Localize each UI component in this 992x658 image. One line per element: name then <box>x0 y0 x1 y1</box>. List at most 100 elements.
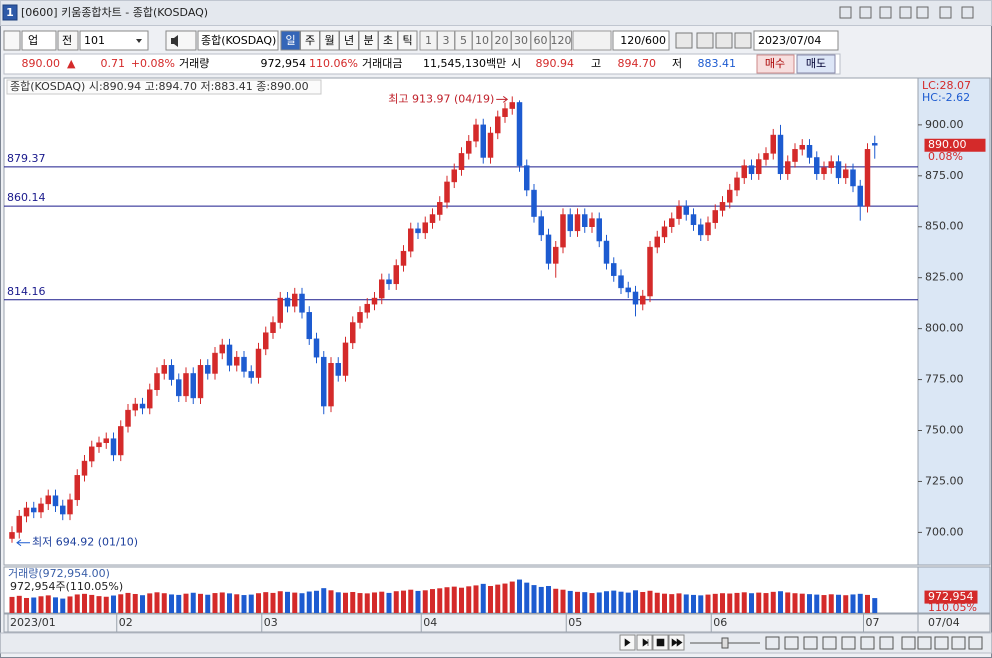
sound-button[interactable] <box>165 30 197 51</box>
candle-body <box>560 214 566 248</box>
candle-body <box>277 297 283 323</box>
volume-bar <box>74 594 80 613</box>
candle-body <box>147 389 153 409</box>
candle-body <box>574 214 581 232</box>
volume-bar <box>53 597 58 613</box>
interval-label: 120 <box>551 34 572 47</box>
period-button[interactable] <box>397 30 418 51</box>
sell-button[interactable] <box>796 54 836 74</box>
market-combo[interactable] <box>21 30 57 51</box>
candle-body <box>335 363 341 376</box>
date-input[interactable] <box>753 30 839 51</box>
bottom-icon[interactable] <box>784 636 799 650</box>
candle-body <box>74 475 80 501</box>
title-button[interactable] <box>916 6 929 19</box>
interval-label: 3 <box>443 34 450 47</box>
candle-body <box>321 356 327 407</box>
x-tick-label: 04 <box>423 616 437 629</box>
volume-bar <box>321 588 327 613</box>
bottom-icon[interactable] <box>822 636 837 650</box>
candle-body <box>118 426 124 456</box>
volume-bar <box>582 592 588 613</box>
y-tick-label: 700.00 <box>925 525 964 538</box>
bottom-icon[interactable] <box>917 636 932 650</box>
interval-button[interactable] <box>550 30 572 51</box>
bottom-icon[interactable] <box>901 636 916 650</box>
volume-bar <box>132 593 138 613</box>
bottom-icon[interactable] <box>879 636 894 650</box>
amount-label: 거래대금 <box>362 57 402 70</box>
candle-body <box>371 297 378 305</box>
count-input[interactable] <box>612 30 670 51</box>
toolbar-icon[interactable] <box>3 30 21 51</box>
volume-bar <box>749 593 754 613</box>
tool-icon[interactable] <box>715 32 733 49</box>
bottom-icon[interactable] <box>765 636 780 650</box>
candle-body <box>60 505 66 515</box>
candle-body <box>52 495 59 507</box>
candle-body <box>727 189 733 203</box>
candle-body <box>299 293 305 313</box>
candle-body <box>792 149 798 162</box>
volume-bar <box>401 590 406 613</box>
candle-body <box>516 102 523 166</box>
candle-body <box>647 246 653 297</box>
volume-bar <box>292 592 298 613</box>
unit-combo[interactable] <box>572 30 612 51</box>
volume-bar <box>683 594 689 613</box>
buy-button[interactable] <box>756 54 795 74</box>
title-button[interactable] <box>859 6 872 19</box>
candle-body <box>270 322 276 333</box>
candle-body <box>154 373 160 391</box>
volume-bar <box>669 594 675 613</box>
candle-body <box>205 365 211 374</box>
count: 120/600 <box>620 34 666 47</box>
candle-body <box>828 161 834 168</box>
title-button[interactable] <box>961 6 974 19</box>
bottom-icon[interactable] <box>841 636 856 650</box>
title-button[interactable] <box>839 6 852 19</box>
low-label: 저 <box>672 57 682 70</box>
candle-body <box>31 507 37 513</box>
candle-body <box>734 177 740 191</box>
y-tick-label: 900.00 <box>925 118 964 131</box>
change: 0.71 <box>101 57 126 70</box>
volume-bar <box>604 591 609 613</box>
tool-icon[interactable] <box>675 32 693 49</box>
volume-bar <box>437 588 443 613</box>
title-button[interactable] <box>879 6 892 19</box>
code-input[interactable] <box>79 30 149 51</box>
title-button[interactable] <box>939 6 952 19</box>
tool-icon[interactable] <box>696 32 714 49</box>
bottom-icon[interactable] <box>968 636 983 650</box>
volume-bar <box>38 596 44 613</box>
candle-body <box>531 189 537 217</box>
volume-bar <box>647 590 653 613</box>
bottom-icon[interactable] <box>951 636 966 650</box>
volume-bar <box>575 591 580 613</box>
tool-icon[interactable] <box>734 32 752 49</box>
volume-label: 거래량 <box>179 57 209 70</box>
bottom-icon[interactable] <box>803 636 818 650</box>
type-button[interactable] <box>57 30 79 51</box>
volume-bar <box>176 594 182 613</box>
volume-bar <box>495 584 501 613</box>
candle-body <box>814 157 820 175</box>
volume-bar <box>241 595 247 613</box>
volume-bar <box>596 592 602 613</box>
candle-body <box>509 102 515 109</box>
arrow: ▲ <box>67 57 76 70</box>
period-label: 주 <box>305 34 315 47</box>
candle-body <box>81 460 88 476</box>
x-tick-label: 07 <box>866 616 880 629</box>
date: 2023/07/04 <box>758 34 821 47</box>
name-input[interactable] <box>197 30 279 51</box>
candle-body <box>748 165 755 175</box>
bottom-icon[interactable] <box>860 636 875 650</box>
bottom-icon[interactable] <box>934 636 949 650</box>
price-axis <box>917 77 991 566</box>
candle-body <box>437 202 443 215</box>
scroll-thumb[interactable] <box>721 637 729 649</box>
title-button[interactable] <box>899 6 912 19</box>
volume-bar <box>799 593 805 613</box>
